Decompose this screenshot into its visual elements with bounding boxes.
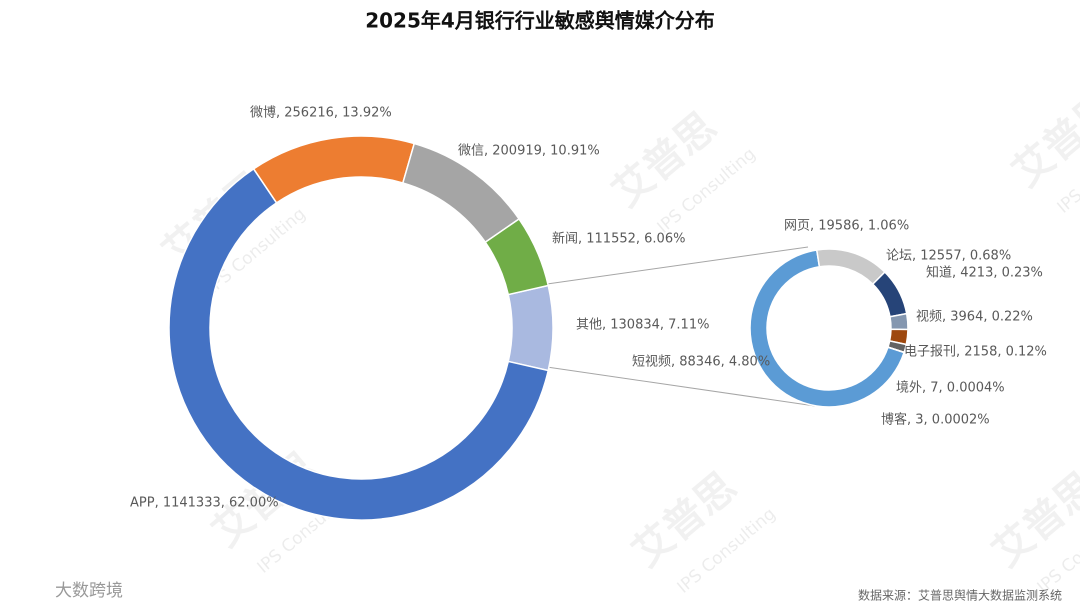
source: 数据来源：艾普思舆情大数据监测系统 — [858, 588, 1062, 603]
doughnut-segment — [484, 217, 550, 296]
doughnut-segment — [887, 346, 906, 354]
doughnut-segment — [871, 271, 908, 318]
data-label: 知道, 4213, 0.23% — [926, 265, 1043, 281]
doughnut-segment — [168, 167, 550, 521]
data-label: 境外, 7, 0.0004% — [896, 381, 1005, 396]
data-label: 网页, 19586, 1.06% — [784, 219, 909, 234]
data-label: 新闻, 111552, 6.06% — [552, 231, 685, 247]
logo: 大数跨境 — [55, 581, 123, 601]
data-label: 短视频, 88346, 4.80% — [632, 355, 770, 370]
watermark-brand: 艾普思 — [1004, 84, 1080, 196]
chart-title: 2025年4月银行行业敏感舆情媒介分布 — [365, 9, 715, 33]
connector — [539, 365, 816, 407]
connector — [539, 246, 809, 286]
doughnut-segment — [889, 312, 909, 331]
data-label: 其他, 130834, 7.11% — [576, 318, 709, 333]
doughnut-segment — [815, 248, 886, 286]
data-label: 微博, 256216, 13.92% — [250, 106, 392, 121]
data-label: 博客, 3, 0.0002% — [881, 412, 990, 428]
data-label: 微信, 200919, 10.91% — [458, 144, 600, 159]
doughnut-segment — [507, 284, 554, 372]
doughnut-segment — [252, 135, 416, 204]
data-label: 论坛, 12557, 0.68% — [886, 249, 1011, 264]
data-label: 视频, 3964, 0.22% — [916, 310, 1033, 325]
data-label: 电子报刊, 2158, 0.12% — [904, 345, 1047, 360]
data-label: APP, 1141333, 62.00% — [130, 496, 279, 511]
doughnut-segment — [749, 249, 906, 408]
